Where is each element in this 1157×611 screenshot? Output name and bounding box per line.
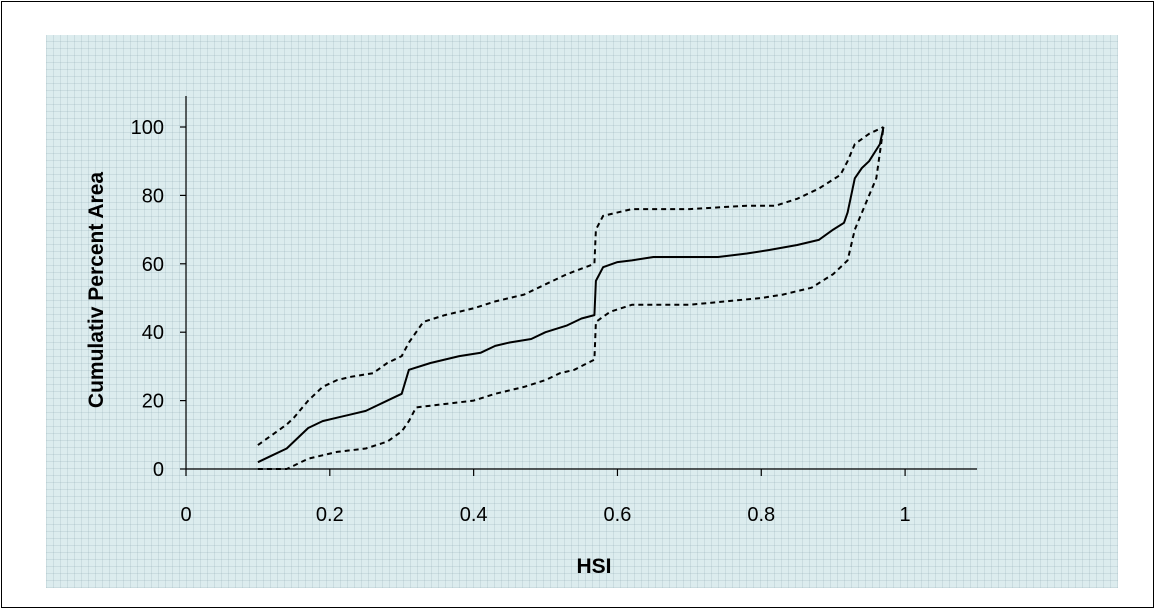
y-tick-label: 60 <box>142 254 164 276</box>
y-tick-label: 100 <box>131 117 164 139</box>
x-tick-label: 1 <box>900 504 911 526</box>
x-tick-label: 0.2 <box>316 504 344 526</box>
x-tick-label: 0.6 <box>604 504 632 526</box>
x-tick-label: 0.8 <box>747 504 775 526</box>
y-tick-label: 40 <box>142 322 164 344</box>
y-axis-title: Cumulativ Percent Area <box>85 172 108 408</box>
plot-background <box>46 35 1118 588</box>
solid-series-line <box>257 126 885 464</box>
dashed-series-line-1 <box>257 126 884 446</box>
x-tick-label: 0 <box>180 504 191 526</box>
y-tick-label: 0 <box>153 459 164 481</box>
x-tick-label: 0.4 <box>460 504 488 526</box>
y-tick-label: 80 <box>142 185 164 207</box>
dashed-series-line-2 <box>257 126 885 470</box>
x-axis-title: HSI <box>576 555 611 578</box>
y-tick-label: 20 <box>142 391 164 413</box>
axes: 0 0.2 0.4 0.6 0.8 1 0 20 40 60 80 100 <box>131 96 977 526</box>
series-layer <box>257 126 885 470</box>
